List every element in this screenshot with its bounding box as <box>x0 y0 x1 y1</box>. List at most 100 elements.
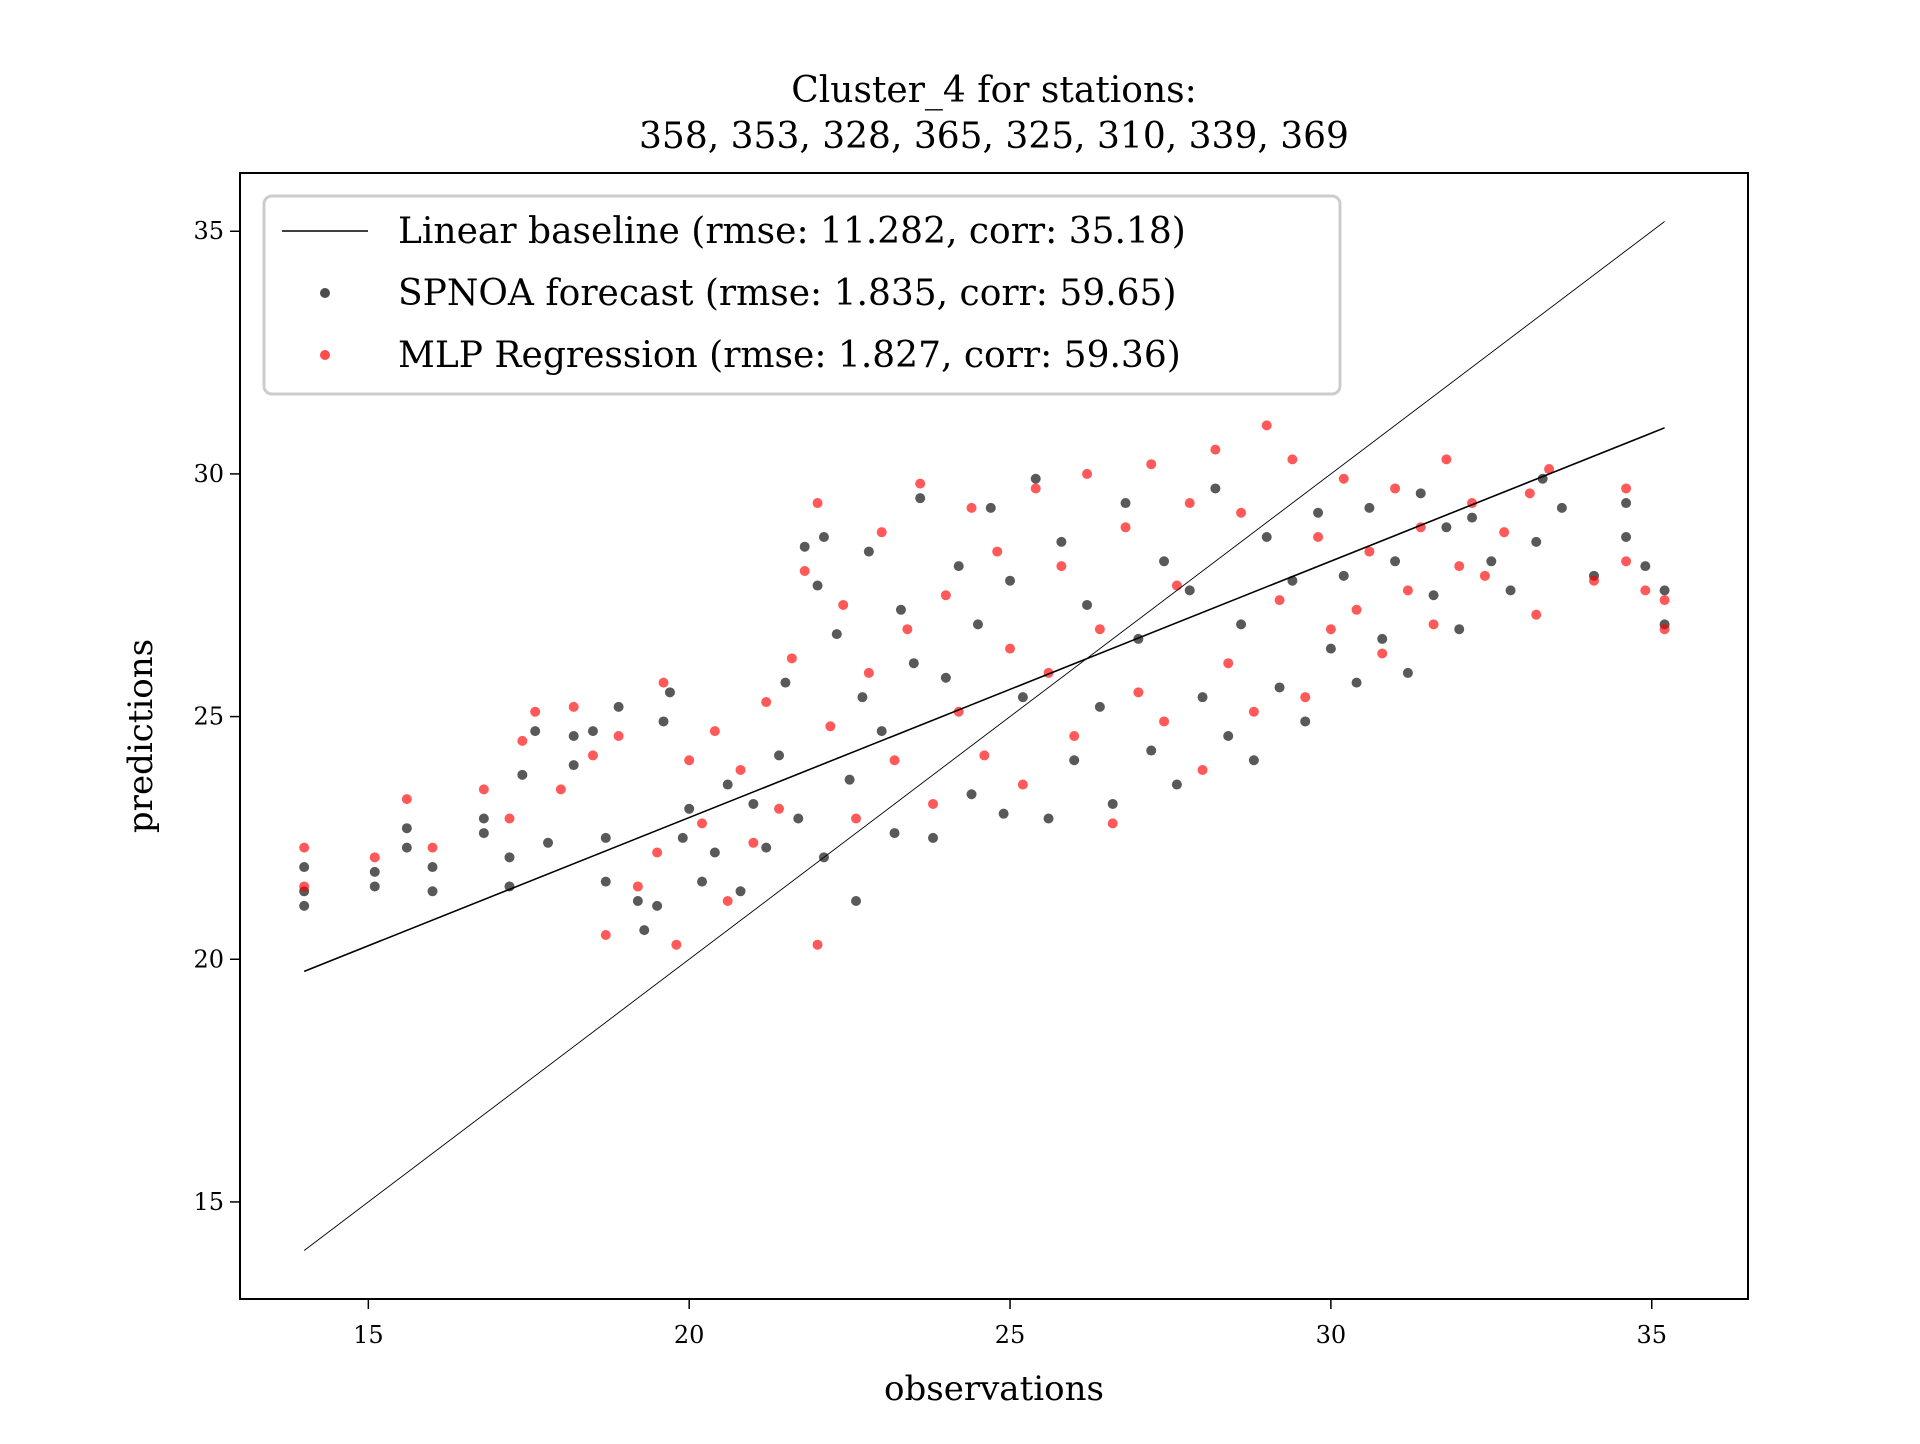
mlp-point <box>613 731 624 741</box>
y-tick-label: 30 <box>193 460 224 488</box>
mlp-point <box>774 803 785 814</box>
mlp-point <box>825 721 836 732</box>
mlp-point <box>1659 624 1670 635</box>
legend-spnoa-label: SPNOA forecast (rmse: 1.835, corr: 59.65… <box>398 273 1176 314</box>
spnoa-point <box>1171 779 1182 790</box>
spnoa-point <box>568 760 579 771</box>
mlp-point <box>786 653 797 664</box>
mlp-point <box>748 837 759 848</box>
mlp-point <box>401 794 412 805</box>
spnoa-point <box>478 813 489 824</box>
spnoa-point <box>1261 532 1272 543</box>
chart-title-line-1: Cluster_4 for stations: <box>791 70 1197 111</box>
mlp-point <box>812 939 823 950</box>
spnoa-point <box>818 532 829 543</box>
spnoa-point <box>863 546 874 557</box>
spnoa-point <box>677 832 688 843</box>
mlp-point <box>1524 488 1535 499</box>
spnoa-point <box>799 541 810 552</box>
mlp-point <box>1223 658 1234 669</box>
spnoa-point <box>928 832 939 843</box>
x-axis-label: observations <box>884 1369 1104 1409</box>
mlp-point <box>1479 570 1490 581</box>
mlp-point <box>722 896 733 907</box>
y-tick-label: 15 <box>193 1188 224 1216</box>
spnoa-point <box>652 900 663 911</box>
spnoa-point <box>876 726 887 737</box>
spnoa-point <box>1223 731 1234 741</box>
spnoa-point <box>985 502 996 513</box>
spnoa-point <box>1467 512 1478 523</box>
mlp-point <box>1069 731 1080 741</box>
mlp-point <box>1210 444 1221 455</box>
mlp-point <box>902 624 913 635</box>
mlp-point <box>1261 420 1272 431</box>
spnoa-point <box>1325 643 1336 654</box>
mlp-point <box>1544 464 1555 475</box>
spnoa-point <box>1659 585 1670 596</box>
spnoa-point <box>568 731 579 741</box>
spnoa-point <box>1402 667 1413 678</box>
spnoa-point <box>722 779 733 790</box>
mlp-point <box>1441 454 1452 465</box>
spnoa-point <box>369 866 380 877</box>
chart-title-line-2: 358, 353, 328, 365, 325, 310, 339, 369 <box>639 116 1349 157</box>
legend-spnoa-swatch <box>320 288 330 298</box>
spnoa-point <box>940 672 951 683</box>
mlp-point <box>1197 764 1208 775</box>
spnoa-point <box>1236 619 1247 630</box>
spnoa-point <box>735 886 746 897</box>
spnoa-point <box>1005 575 1016 586</box>
y-tick-label: 35 <box>193 217 224 245</box>
spnoa-point <box>427 886 438 897</box>
spnoa-point <box>908 658 919 669</box>
spnoa-point <box>774 750 785 761</box>
mlp-point <box>1159 716 1170 727</box>
legend-linear-baseline-label: Linear baseline (rmse: 11.282, corr: 35.… <box>398 211 1186 252</box>
spnoa-point <box>1069 755 1080 766</box>
mlp-point <box>1531 609 1542 620</box>
spnoa-point <box>1313 507 1324 518</box>
spnoa-point <box>1505 585 1516 596</box>
spnoa-point <box>530 726 541 737</box>
spnoa-point <box>369 881 380 892</box>
mlp-point <box>1351 604 1362 615</box>
spnoa-point <box>1107 798 1118 809</box>
mlp-point <box>299 842 310 853</box>
mlp-point <box>876 527 887 538</box>
spnoa-point <box>1159 556 1170 567</box>
spnoa-point <box>697 876 708 887</box>
spnoa-point <box>831 629 842 640</box>
axes-frame <box>239 172 1749 1300</box>
spnoa-point <box>1351 677 1362 688</box>
spnoa-point <box>889 828 900 839</box>
spnoa-point <box>299 900 310 911</box>
spnoa-point <box>709 847 720 858</box>
spnoa-point <box>600 832 611 843</box>
spnoa-point <box>639 925 650 936</box>
spnoa-point <box>299 862 310 873</box>
mlp-point <box>684 755 695 766</box>
mlp-point <box>587 750 598 761</box>
mlp-point <box>761 697 772 708</box>
spnoa-point <box>1082 599 1093 610</box>
mlp-point <box>735 764 746 775</box>
mlp-point <box>799 565 810 576</box>
spnoa-point <box>915 493 926 504</box>
spnoa-point <box>1556 502 1567 513</box>
mlp-point <box>1640 585 1651 596</box>
spnoa-point <box>1120 498 1131 509</box>
spnoa-point <box>793 813 804 824</box>
spnoa-point <box>1248 755 1259 766</box>
x-tick-label: 35 <box>1636 1321 1667 1349</box>
mlp-point <box>1171 580 1182 591</box>
spnoa-point <box>972 619 983 630</box>
mlp-point <box>555 784 566 795</box>
spnoa-point <box>1094 701 1105 712</box>
mlp-point <box>299 881 310 892</box>
mlp-point <box>1300 692 1311 703</box>
x-tick-label: 15 <box>353 1321 384 1349</box>
legend-mlp-swatch <box>320 350 330 360</box>
mlp-point <box>658 677 669 688</box>
